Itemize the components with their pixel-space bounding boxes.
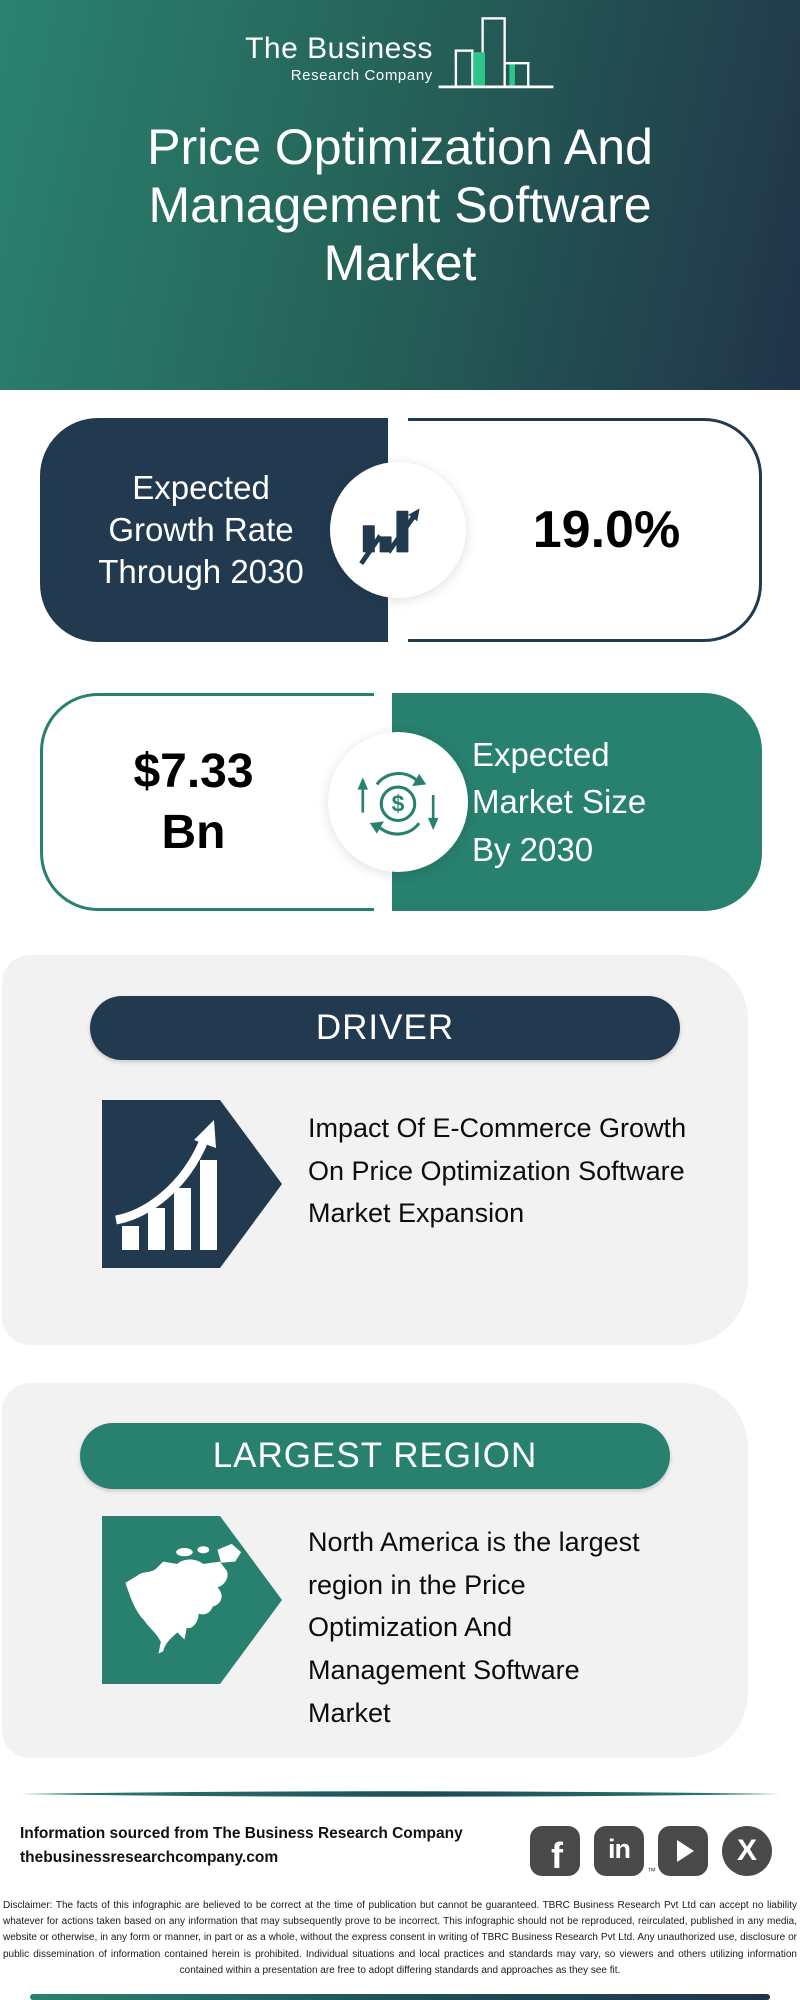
market-size-label: Expected Market Size By 2030 [472,735,647,868]
linkedin-icon[interactable]: in ™ [594,1826,656,1876]
dollar-cycle-icon: $ [357,771,439,836]
page-title: Price Optimization And Management Softwa… [147,119,653,291]
growth-trend-icon [359,508,420,565]
growth-rate-value-panel: 19.0% [408,418,762,642]
source-text: Information sourced from The Business Re… [20,1825,463,1842]
source-info: Information sourced from The Business Re… [20,1822,463,1870]
logo-name: The Business [245,32,433,65]
growth-rate-value: 19.0% [532,501,681,559]
website-url[interactable]: thebusinessresearchcompany.com [20,1849,279,1866]
logo-subtitle: Research Company [290,67,433,84]
growth-rate-card: Expected Growth Rate Through 2030 19.0% [40,418,762,642]
linkedin-trademark: ™ [647,1866,656,1876]
logo-text: The Business Research Company [245,32,433,94]
north-america-map-icon [102,1516,282,1684]
dollar-icon-circle: $ [328,732,468,872]
facebook-icon[interactable]: f [530,1826,580,1876]
growth-icon-circle [330,462,466,598]
driver-badge: DRIVER [90,996,680,1060]
linkedin-glyph: in [608,1833,631,1864]
logo-bar-chart-icon [438,17,554,89]
facebook-glyph: f [551,1835,563,1876]
company-logo: The Business Research Company [0,12,800,94]
driver-section: DRIVER Impact Of E-Commerce Growth On Pr… [2,955,748,1345]
x-twitter-icon[interactable]: X [722,1826,772,1876]
youtube-icon[interactable] [658,1826,708,1876]
play-icon [676,1840,694,1862]
bottom-accent-bar [30,1994,770,2000]
driver-text: Impact Of E-Commerce Growth On Price Opt… [308,1113,687,1229]
largest-region-badge: LARGEST REGION [80,1423,670,1489]
header-banner: The Business Research Company Price Opti… [0,0,800,390]
market-size-card: $7.33 Bn Expected Market Size By 2030 $ [40,693,762,911]
largest-region-section: LARGEST REGION North America is the larg… [2,1383,748,1758]
dollar-symbol: $ [392,791,405,817]
growth-rate-label-panel: Expected Growth Rate Through 2030 [40,418,388,642]
market-size-value: $7.33 Bn [133,741,253,864]
disclaimer-text: Disclaimer: The facts of this infographi… [3,1900,797,1976]
x-glyph: X [736,1834,757,1867]
market-size-value-panel: $7.33 Bn [40,693,374,911]
market-size-unit: Bn [161,806,226,859]
ecommerce-growth-icon [102,1100,282,1268]
region-text: North America is the largest region in t… [308,1527,640,1728]
market-size-amount: $7.33 [133,744,254,798]
footer-divider [20,1785,780,1797]
social-links: f in ™ X [530,1826,772,1876]
growth-rate-label: Expected Growth Rate Through 2030 [98,468,304,591]
